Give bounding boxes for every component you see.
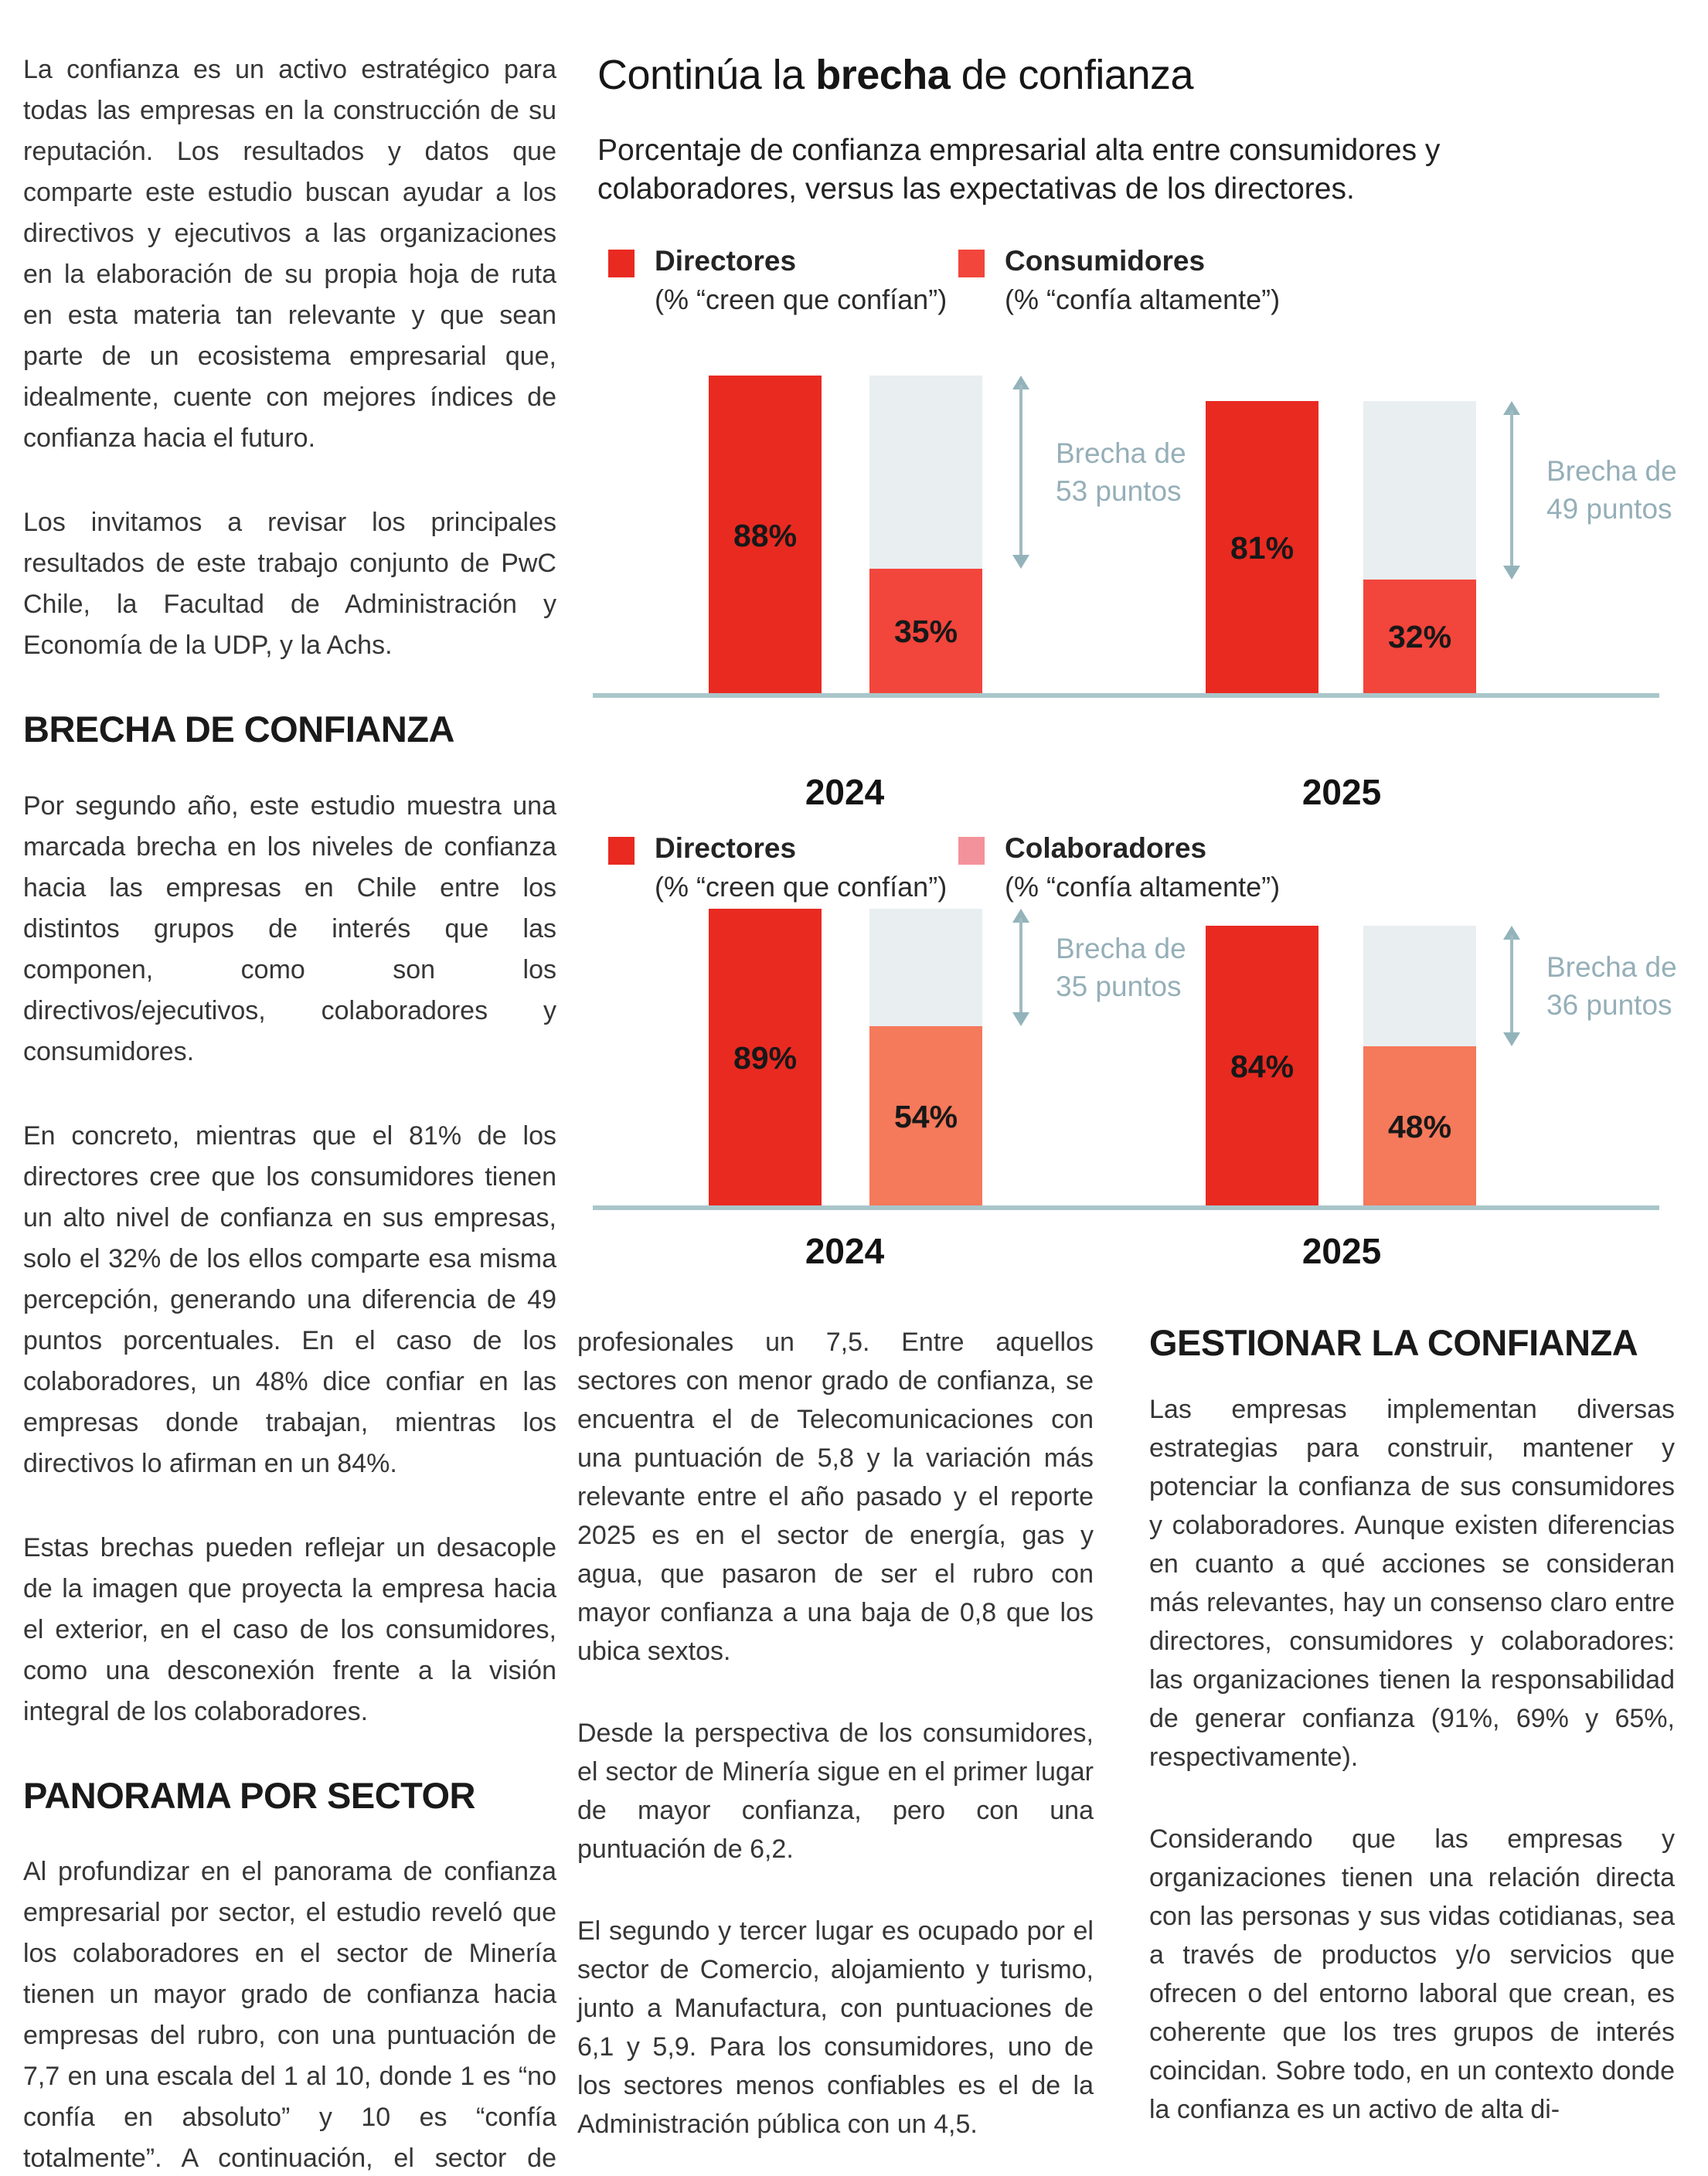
legend-label: Directores [655, 832, 797, 864]
paragraph: profesionales un 7,5. Entre aquellos sec… [577, 1328, 1094, 1666]
figure-title: Continúa la brecha de confianza [597, 52, 1194, 98]
paragraph: Por segundo año, este estudio muestra un… [23, 790, 556, 1066]
legend-swatch-pink-icon [958, 837, 985, 865]
gap-annotation-2025: Brecha de 36 puntos [1503, 925, 1708, 1047]
trust-gap-figure: Continúa la brecha de confianza Porcenta… [591, 46, 1708, 1325]
section-heading-panorama: PANORAMA POR SECTOR [23, 1774, 476, 1816]
gap-label: Brecha de 53 puntos [1056, 437, 1186, 507]
gap-annotation-2024: Brecha de 35 puntos [1012, 908, 1217, 1027]
value-segment: 48% [1363, 1046, 1476, 1208]
year-label: 2025 [1301, 772, 1382, 812]
paragraph: Al profundizar en el panorama de confian… [23, 1857, 556, 2174]
legend-swatch-red-icon [608, 837, 635, 865]
legend-qualifier: (% “creen que confían”) [655, 284, 948, 315]
bar-value-label: 89% [733, 1039, 798, 1076]
paragraph: Considerando que las empresas y organiza… [1149, 1824, 1675, 2124]
paragraph: Los invitamos a revisar los principales … [23, 508, 556, 660]
chart2-x-labels: 2024 2025 [591, 1230, 1708, 1277]
year-label: 2025 [1301, 1231, 1382, 1271]
gap-label: Brecha de 36 puntos [1546, 950, 1677, 1021]
section-heading-brecha: BRECHA DE CONFIANZA [23, 709, 454, 750]
bar-value-label: 84% [1230, 1048, 1295, 1084]
bar-directores-2024: 88% [709, 376, 822, 695]
figure-subtitle: Porcentaje de confianza empresarial alta… [597, 134, 1441, 206]
gap-annotation-2025: Brecha de 49 puntos [1503, 401, 1708, 580]
bar-value-label: 48% [1387, 1109, 1452, 1145]
paragraph: En concreto, mientras que el 81% de los … [23, 1120, 556, 1478]
double-arrow-icon [1503, 925, 1520, 1047]
paragraph: Estas brechas pueden reflejar un desacop… [23, 1532, 556, 1726]
year-label: 2024 [805, 772, 885, 812]
gap-segment [869, 908, 982, 1027]
gap-segment [1363, 401, 1476, 580]
paragraph: El segundo y tercer lugar es ocupado por… [577, 1916, 1094, 2139]
legend-qualifier: (% “confía altamente”) [1005, 284, 1281, 315]
double-arrow-icon [1012, 376, 1029, 569]
paragraph: Las empresas implementan diversas estrat… [1149, 1394, 1675, 1772]
gap-segment [869, 376, 982, 569]
legend-swatch-lightred-icon [958, 250, 985, 277]
bar-value-label: 35% [893, 614, 958, 650]
left-column: La confianza es un activo estratégico pa… [23, 49, 556, 2176]
paragraph: La confianza es un activo estratégico pa… [23, 55, 556, 453]
chart1-plot: 88% 35% Brecha de 53 puntos 81% [591, 325, 1708, 698]
gap-annotation-2024: Brecha de 53 puntos [1012, 376, 1217, 569]
value-segment: 32% [1363, 579, 1476, 695]
legend-swatch-red-icon [608, 250, 635, 277]
bar-directores-2024: 89% [709, 908, 822, 1208]
legend-item-directores: Directores (% “creen que confían”) [608, 243, 947, 318]
paragraph: Desde la perspectiva de los consumidores… [577, 1719, 1094, 1864]
legend-item-colaboradores: Colaboradores (% “confía altamente”) [958, 831, 1280, 905]
gap-label: Brecha de 35 puntos [1056, 932, 1186, 1002]
chart1-x-labels: 2024 2025 [591, 771, 1708, 818]
gap-segment [1363, 925, 1476, 1047]
value-segment: 54% [869, 1026, 982, 1208]
legend-item-directores: Directores (% “creen que confían”) [608, 831, 947, 905]
bar-value-label: 88% [733, 517, 798, 553]
bar-value-label: 54% [893, 1099, 958, 1135]
bar-directores-2025: 81% [1206, 401, 1318, 695]
double-arrow-icon [1012, 908, 1029, 1027]
section-heading-gestionar: GESTIONAR LA CONFIANZA [1149, 1322, 1638, 1363]
bar-directores-2025: 84% [1206, 925, 1318, 1208]
x-axis-line [593, 1205, 1659, 1210]
bar-value-label: 81% [1230, 530, 1295, 566]
legend-chart1: Directores (% “creen que confían”) Consu… [591, 243, 1708, 328]
legend-item-consumidores: Consumidores (% “confía altamente”) [958, 243, 1280, 318]
value-segment: 35% [869, 568, 982, 695]
right-column: GESTIONAR LA CONFIANZA Las empresas impl… [1149, 1322, 1675, 2172]
bar-value-label: 32% [1387, 619, 1452, 655]
gap-label: Brecha de 49 puntos [1546, 455, 1677, 525]
legend-label: Directores [655, 245, 797, 277]
middle-column: profesionales un 7,5. Entre aquellos sec… [577, 1323, 1094, 2176]
x-axis-line [593, 693, 1659, 698]
legend-label: Colaboradores [1005, 832, 1207, 864]
legend-chart2: Directores (% “creen que confían”) Colab… [591, 831, 1708, 916]
chart2-plot: 89% 54% Brecha de 35 puntos 84% [591, 837, 1708, 1210]
legend-label: Consumidores [1005, 245, 1206, 277]
legend-qualifier: (% “creen que confían”) [655, 871, 948, 903]
year-label: 2024 [805, 1231, 885, 1271]
legend-qualifier: (% “confía altamente”) [1005, 871, 1281, 903]
double-arrow-icon [1503, 401, 1520, 580]
